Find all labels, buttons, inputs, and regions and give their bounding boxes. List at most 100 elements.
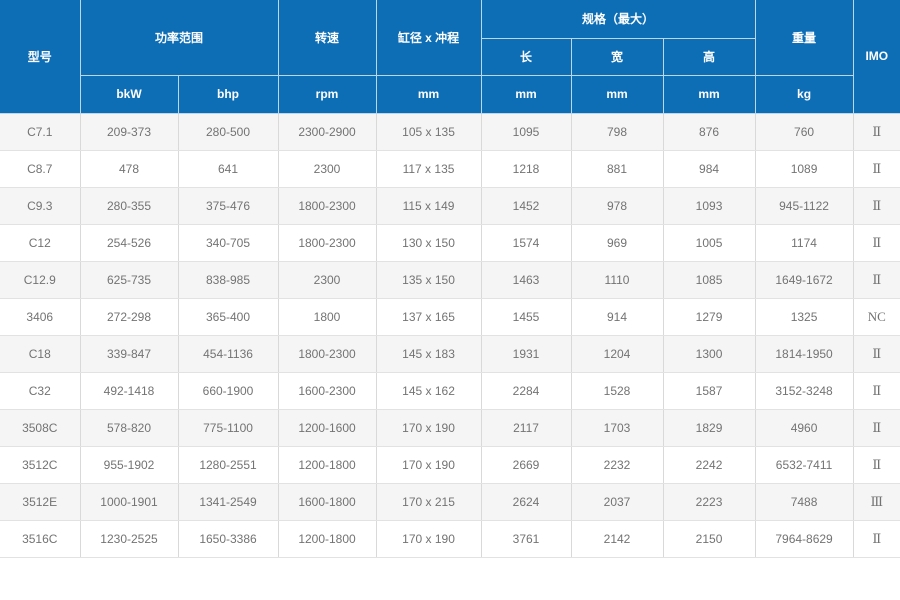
width-cell: 881 bbox=[571, 150, 664, 188]
bore-stroke-cell: 145 x 162 bbox=[376, 372, 482, 410]
table-row: C12 254-526 340-705 1800-2300 130 x 150 1574 9… bbox=[0, 224, 900, 262]
bore-stroke-cell: 170 x 190 bbox=[376, 446, 482, 484]
rpm-cell: 1800-2300 bbox=[278, 224, 377, 262]
bkw-cell: 1000-1901 bbox=[80, 483, 179, 521]
engine-spec-table: 型号 功率范围 转速 缸径 x 冲程 规格（最大） 重量 IMO 长 宽 高 b… bbox=[0, 0, 900, 558]
weight-cell: 4960 bbox=[755, 409, 854, 447]
model-cell: 3508C bbox=[0, 409, 81, 447]
bkw-cell: 1230-2525 bbox=[80, 520, 179, 558]
weight-cell: 1814-1950 bbox=[755, 335, 854, 373]
header-unit-height-mm: mm bbox=[662, 74, 756, 114]
bkw-cell: 272-298 bbox=[80, 298, 179, 336]
bhp-cell: 1341-2549 bbox=[178, 483, 279, 521]
bore-stroke-cell: 170 x 215 bbox=[376, 483, 482, 521]
bkw-cell: 280-355 bbox=[80, 187, 179, 225]
model-cell: C8.7 bbox=[0, 150, 81, 188]
header-unit-rpm: rpm bbox=[277, 74, 377, 114]
header-bore-stroke: 缸径 x 冲程 bbox=[375, 0, 482, 76]
weight-cell: 7964-8629 bbox=[755, 520, 854, 558]
imo-cell: Ⅱ bbox=[853, 409, 900, 447]
header-unit-kg: kg bbox=[754, 74, 854, 114]
rpm-cell: 1800-2300 bbox=[278, 335, 377, 373]
bhp-cell: 454-1136 bbox=[178, 335, 279, 373]
bore-stroke-cell: 130 x 150 bbox=[376, 224, 482, 262]
table-row: 3406 272-298 365-400 1800 137 x 165 1455 914 12… bbox=[0, 298, 900, 336]
table-row: 3512E 1000-1901 1341-2549 1600-1800 170 x 21… bbox=[0, 483, 900, 521]
width-cell: 969 bbox=[571, 224, 664, 262]
header-speed: 转速 bbox=[277, 0, 377, 76]
model-cell: C7.1 bbox=[0, 113, 81, 151]
imo-cell: Ⅱ bbox=[853, 224, 900, 262]
bkw-cell: 478 bbox=[80, 150, 179, 188]
bhp-cell: 365-400 bbox=[178, 298, 279, 336]
height-cell: 984 bbox=[663, 150, 756, 188]
table-row: 3516C 1230-2525 1650-3386 1200-1800 170 x 19… bbox=[0, 520, 900, 558]
width-cell: 2037 bbox=[571, 483, 664, 521]
bore-stroke-cell: 105 x 135 bbox=[376, 113, 482, 151]
weight-cell: 760 bbox=[755, 113, 854, 151]
bhp-cell: 340-705 bbox=[178, 224, 279, 262]
bkw-cell: 625-735 bbox=[80, 261, 179, 299]
model-cell: C12.9 bbox=[0, 261, 81, 299]
rpm-cell: 2300-2900 bbox=[278, 113, 377, 151]
imo-cell: Ⅲ bbox=[853, 483, 900, 521]
table-row: C32 492-1418 660-1900 1600-2300 145 x 162 228… bbox=[0, 372, 900, 410]
width-cell: 978 bbox=[571, 187, 664, 225]
table-row: C8.7 478 641 2300 117 x 135 1218 881 984 1089 Ⅱ bbox=[0, 150, 900, 188]
rpm-cell: 2300 bbox=[278, 150, 377, 188]
length-cell: 1931 bbox=[481, 335, 572, 373]
width-cell: 1204 bbox=[571, 335, 664, 373]
imo-cell: Ⅱ bbox=[853, 335, 900, 373]
table-body: C7.1 209-373 280-500 2300-2900 105 x 135 1095… bbox=[0, 113, 900, 558]
bhp-cell: 641 bbox=[178, 150, 279, 188]
rpm-cell: 1200-1800 bbox=[278, 520, 377, 558]
width-cell: 1528 bbox=[571, 372, 664, 410]
header-unit-bkw: bkW bbox=[80, 74, 179, 114]
height-cell: 876 bbox=[663, 113, 756, 151]
height-cell: 1005 bbox=[663, 224, 756, 262]
length-cell: 1455 bbox=[481, 298, 572, 336]
model-cell: 3512E bbox=[0, 483, 81, 521]
table-row: C7.1 209-373 280-500 2300-2900 105 x 135 1095… bbox=[0, 113, 900, 151]
model-cell: C12 bbox=[0, 224, 81, 262]
bore-stroke-cell: 115 x 149 bbox=[376, 187, 482, 225]
header-length: 长 bbox=[481, 37, 572, 76]
rpm-cell: 1800 bbox=[278, 298, 377, 336]
bore-stroke-cell: 170 x 190 bbox=[376, 520, 482, 558]
bhp-cell: 1280-2551 bbox=[178, 446, 279, 484]
table-row: C18 339-847 454-1136 1800-2300 145 x 183 1931… bbox=[0, 335, 900, 373]
weight-cell: 1649-1672 bbox=[755, 261, 854, 299]
header-width: 宽 bbox=[570, 37, 664, 76]
bkw-cell: 578-820 bbox=[80, 409, 179, 447]
table-row: 3512C 955-1902 1280-2551 1200-1800 170 x 190… bbox=[0, 446, 900, 484]
rpm-cell: 1200-1800 bbox=[278, 446, 377, 484]
imo-cell: Ⅱ bbox=[853, 261, 900, 299]
length-cell: 1452 bbox=[481, 187, 572, 225]
length-cell: 1218 bbox=[481, 150, 572, 188]
bhp-cell: 660-1900 bbox=[178, 372, 279, 410]
weight-cell: 1174 bbox=[755, 224, 854, 262]
imo-cell: Ⅱ bbox=[853, 372, 900, 410]
header-weight: 重量 bbox=[754, 0, 854, 76]
height-cell: 2150 bbox=[663, 520, 756, 558]
weight-cell: 1089 bbox=[755, 150, 854, 188]
length-cell: 2669 bbox=[481, 446, 572, 484]
weight-cell: 1325 bbox=[755, 298, 854, 336]
bore-stroke-cell: 170 x 190 bbox=[376, 409, 482, 447]
imo-cell: NC bbox=[853, 298, 900, 336]
table-header: 型号 功率范围 转速 缸径 x 冲程 规格（最大） 重量 IMO 长 宽 高 b… bbox=[0, 0, 900, 114]
header-spec-max: 规格（最大） bbox=[480, 0, 756, 39]
width-cell: 2142 bbox=[571, 520, 664, 558]
header-model: 型号 bbox=[0, 0, 81, 114]
imo-cell: Ⅱ bbox=[853, 446, 900, 484]
bhp-cell: 1650-3386 bbox=[178, 520, 279, 558]
header-height: 高 bbox=[662, 37, 756, 76]
model-cell: 3406 bbox=[0, 298, 81, 336]
height-cell: 1587 bbox=[663, 372, 756, 410]
height-cell: 1829 bbox=[663, 409, 756, 447]
bhp-cell: 375-476 bbox=[178, 187, 279, 225]
width-cell: 798 bbox=[571, 113, 664, 151]
header-unit-bore-stroke-mm: mm bbox=[375, 74, 482, 114]
imo-cell: Ⅱ bbox=[853, 113, 900, 151]
model-cell: 3512C bbox=[0, 446, 81, 484]
